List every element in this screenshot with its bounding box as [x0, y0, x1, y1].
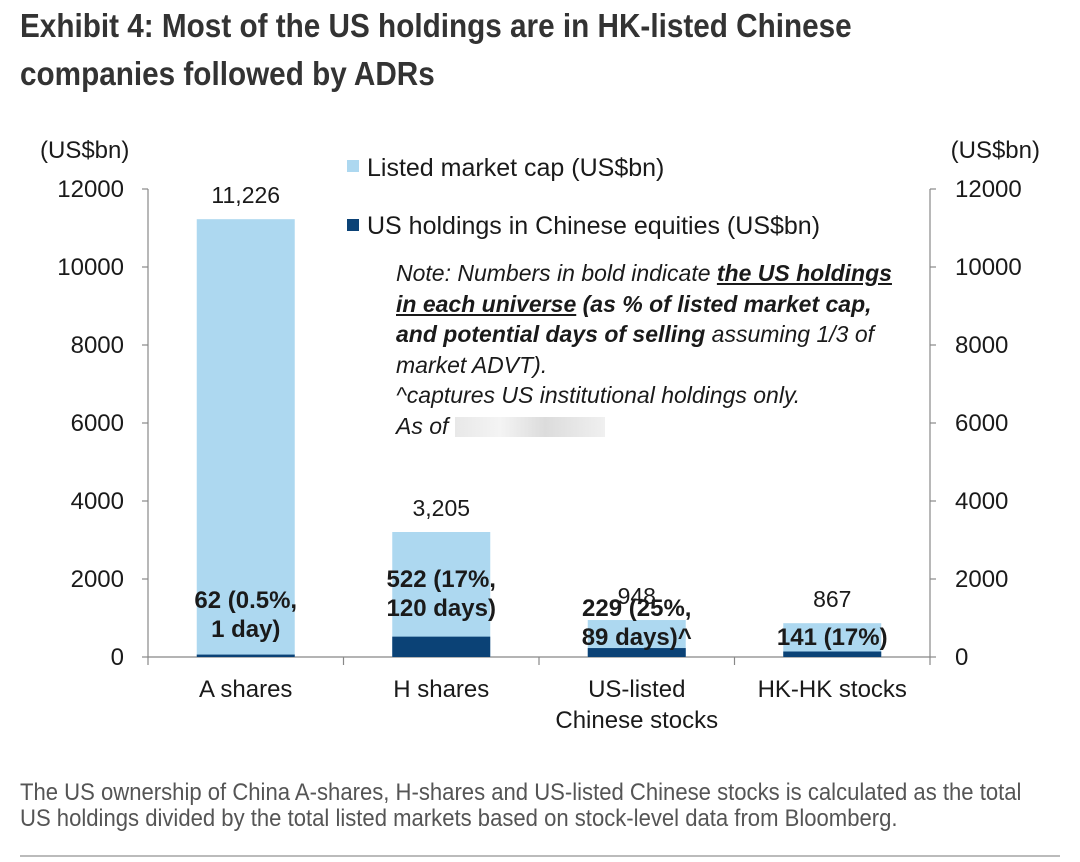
legend-swatch-us-holdings: [347, 219, 359, 231]
y-tick-label-right: 0: [955, 644, 968, 671]
y-tick-label-left: 2000: [71, 566, 124, 593]
y-tick-label-left: 6000: [71, 410, 124, 437]
data-label-us-holdings: 229 (25%,: [582, 595, 691, 622]
chart-title: Exhibit 4: Most of the US holdings are i…: [20, 2, 956, 98]
data-label-us-holdings: 141 (17%): [777, 624, 888, 651]
y-tick-label-right: 10000: [955, 254, 1022, 281]
redacted-date-image: [454, 417, 605, 438]
y-tick-label-left: 4000: [71, 488, 124, 515]
data-label-market-cap: 3,205: [412, 495, 470, 521]
y-axis-unit-left: (US$bn): [40, 137, 129, 164]
y-tick-label-left: 8000: [71, 332, 124, 359]
title-line-1: Exhibit 4: Most of the US holdings are i…: [20, 7, 852, 44]
y-tick-label-right: 4000: [955, 488, 1008, 515]
x-category-label: US-listed: [588, 676, 685, 703]
note-text-1: Note: Numbers in bold indicate: [396, 260, 717, 286]
note-as-of: As of: [396, 412, 449, 439]
note-text-emphasis: the US holdings in each universe: [396, 260, 892, 317]
bar-market-cap: [392, 532, 491, 657]
y-tick-label-left: 10000: [57, 254, 124, 281]
y-tick-label-right: 12000: [955, 176, 1022, 203]
data-label-us-holdings: 120 days): [387, 595, 496, 622]
chart-note: Note: Numbers in bold indicate the US ho…: [396, 258, 916, 441]
bar-market-cap: [196, 219, 295, 657]
data-label-us-holdings: 62 (0.5%,: [194, 587, 297, 614]
x-category-label: H shares: [393, 676, 489, 703]
x-category-label: A shares: [199, 676, 292, 703]
bar-us-holdings: [392, 636, 491, 657]
legend-label-us-holdings: US holdings in Chinese equities (US$bn): [367, 212, 820, 240]
x-category-label: HK-HK stocks: [758, 676, 907, 703]
x-category-label: Chinese stocks: [555, 707, 718, 734]
data-label-us-holdings: 89 days)^: [582, 624, 692, 651]
bottom-divider: [20, 855, 1060, 857]
legend-swatch-market-cap: [347, 160, 359, 172]
note-text-3: ^captures US institutional holdings only…: [396, 382, 801, 408]
y-tick-label-left: 0: [111, 644, 124, 671]
legend-label-market-cap: Listed market cap (US$bn): [367, 154, 664, 182]
source-footnote: The US ownership of China A-shares, H-sh…: [20, 779, 1022, 832]
note-text-2: assuming 1/3 of market ADVT).: [396, 321, 875, 378]
y-axis-unit-right: (US$bn): [951, 137, 1040, 164]
y-tick-label-right: 8000: [955, 332, 1008, 359]
y-tick-label-right: 6000: [955, 410, 1008, 437]
data-label-market-cap: 867: [813, 586, 851, 612]
data-label-market-cap: 11,226: [211, 182, 280, 208]
data-label-market-cap: 948: [618, 583, 656, 609]
data-label-us-holdings: 1 day): [211, 616, 280, 643]
bar-us-holdings: [196, 654, 295, 657]
bar-market-cap: [783, 623, 882, 657]
note-text-bold: (as % of listed market cap, and potentia…: [396, 290, 872, 348]
title-line-2: companies followed by ADRs: [20, 55, 435, 92]
bar-us-holdings: [587, 648, 686, 657]
data-label-us-holdings: 522 (17%,: [387, 566, 496, 593]
y-tick-label-left: 12000: [57, 176, 124, 203]
bar-chart: 0 0 2000 2000 4000 4000 6000 6000 8000 8000 10000 1…: [40, 137, 1040, 734]
bar-us-holdings: [783, 651, 882, 657]
y-tick-label-right: 2000: [955, 566, 1008, 593]
